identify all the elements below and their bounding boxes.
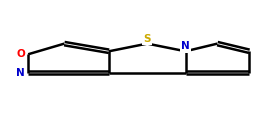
Text: N: N <box>16 68 25 78</box>
Text: O: O <box>16 49 25 59</box>
Text: N: N <box>181 41 190 51</box>
Text: S: S <box>143 33 151 44</box>
